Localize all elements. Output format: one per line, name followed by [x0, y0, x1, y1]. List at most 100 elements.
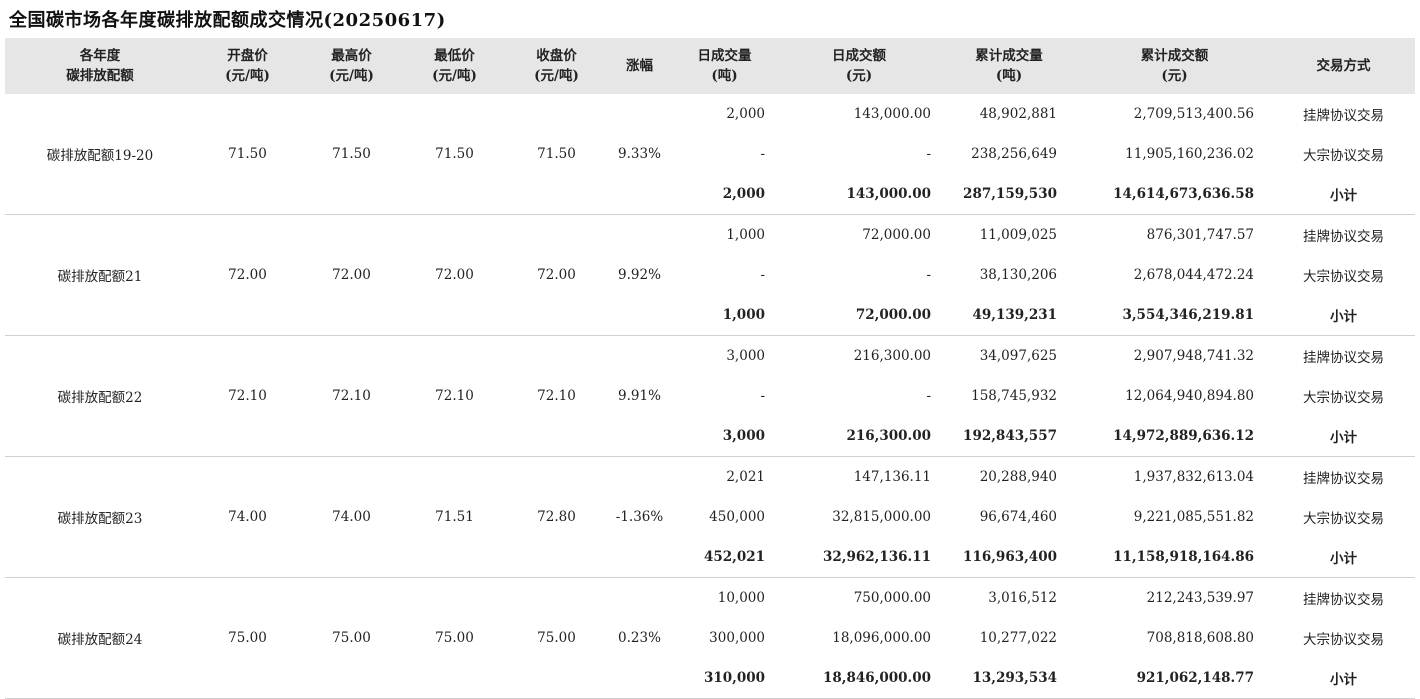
daily-amount-cell: 18,846,000.00 — [777, 658, 941, 699]
daily-volume-cell: 450,000 — [709, 509, 765, 525]
year-cell: 碳排放配额21 — [5, 214, 195, 336]
daily-volume-cell: - — [760, 388, 765, 404]
cumulative-volume-cell: 3,016,512 — [988, 590, 1057, 606]
cumulative-amount-cell: 876,301,747.57 — [1146, 227, 1254, 243]
header-open: 开盘价 (元/吨) — [195, 38, 300, 94]
cumulative-amount-cell: 11,905,160,236.02 — [1125, 146, 1254, 162]
cumulative-amount-cell: 1,937,832,613.04 — [1133, 469, 1254, 485]
cumulative-volume-cell: 38,130,206 — [979, 267, 1057, 283]
trade-method-cell: 小计 — [1272, 416, 1415, 457]
open-price-cell: 72.00 — [195, 214, 300, 336]
cumulative-volume-cell: 11,009,025 — [979, 227, 1057, 243]
header-trade-method: 交易方式 — [1272, 38, 1415, 94]
trade-method-cell: 小计 — [1272, 658, 1415, 699]
daily-volume-cell: - — [760, 146, 765, 162]
cumulative-volume-cell: 192,843,557 — [941, 416, 1077, 457]
header-cumulative-volume: 累计成交量 (吨) — [941, 38, 1077, 94]
cumulative-amount-cell: 2,678,044,472.24 — [1133, 267, 1254, 283]
daily-volume-cell: 300,000 — [709, 630, 765, 646]
cumulative-amount-cell: 2,709,513,400.56 — [1133, 106, 1254, 122]
cumulative-volume-cell: 34,097,625 — [979, 348, 1057, 364]
open-price-cell: 71.50 — [195, 94, 300, 215]
daily-amount-cell: 18,096,000.00 — [832, 630, 931, 646]
header-high: 最高价 (元/吨) — [300, 38, 403, 94]
cumulative-amount-cell: 14,972,889,636.12 — [1077, 416, 1272, 457]
table-row: 碳排放配额21 72.00 72.00 72.00 72.00 9.92% 1,000 72,… — [5, 214, 1415, 336]
table-row: - - 158,745,932 12,064,940,894.80 大宗协议交易 — [5, 376, 1415, 416]
high-price-cell: 72.00 — [300, 214, 403, 336]
daily-amount-cell: 32,962,136.11 — [777, 537, 941, 578]
cumulative-amount-cell: 212,243,539.97 — [1146, 590, 1254, 606]
cumulative-volume-cell: 10,277,022 — [979, 630, 1057, 646]
table-row: - - 238,256,649 11,905,160,236.02 大宗协议交易 — [5, 134, 1415, 174]
daily-volume-cell: 10,000 — [717, 590, 765, 606]
cumulative-amount-cell: 2,907,948,741.32 — [1133, 348, 1254, 364]
cumulative-volume-cell: 48,902,881 — [979, 106, 1057, 122]
change-cell: 9.92% — [607, 214, 672, 336]
table-row: 450,000 32,815,000.00 96,674,460 9,221,085,… — [5, 497, 1415, 537]
trade-method-cell: 大宗协议交易 — [1303, 269, 1384, 285]
high-price-cell: 74.00 — [300, 456, 403, 578]
cumulative-volume-cell: 158,745,932 — [971, 388, 1057, 404]
low-price-cell: 71.50 — [403, 94, 506, 215]
year-cell: 碳排放配额24 — [5, 577, 195, 699]
trade-method-cell: 小计 — [1272, 174, 1415, 215]
daily-amount-cell: 216,300.00 — [853, 348, 931, 364]
daily-volume-cell: 310,000 — [672, 658, 777, 699]
header-cumulative-amount: 累计成交额 (元) — [1077, 38, 1272, 94]
table-subtotal-row: 3,000 216,300.00 192,843,557 14,972,889,636… — [5, 416, 1415, 457]
low-price-cell: 71.51 — [403, 456, 506, 578]
table-row: 碳排放配额19-20 71.50 71.50 71.50 71.50 9.33% 2,000… — [5, 94, 1415, 215]
cumulative-volume-cell: 116,963,400 — [941, 537, 1077, 578]
cumulative-amount-cell: 921,062,148.77 — [1077, 658, 1272, 699]
daily-amount-cell: - — [926, 388, 931, 404]
carbon-trading-table: 各年度 碳排放配额 开盘价 (元/吨) 最高价 (元/吨) 最低价 (元/吨) 收盘价(… — [5, 38, 1415, 699]
header-low: 最低价 (元/吨) — [403, 38, 506, 94]
page-title: 全国碳市场各年度碳排放配额成交情况(20250617) — [9, 10, 446, 31]
daily-amount-cell: 143,000.00 — [777, 174, 941, 215]
cumulative-volume-cell: 13,293,534 — [941, 658, 1077, 699]
trade-method-cell: 挂牌协议交易 — [1303, 108, 1384, 124]
close-price-cell: 72.80 — [506, 456, 607, 578]
daily-amount-cell: 147,136.11 — [853, 469, 931, 485]
trade-method-cell: 大宗协议交易 — [1303, 632, 1384, 648]
header-daily-volume: 日成交量 (吨) — [672, 38, 777, 94]
low-price-cell: 72.00 — [403, 214, 506, 336]
cumulative-volume-cell: 238,256,649 — [971, 146, 1057, 162]
cumulative-volume-cell: 20,288,940 — [979, 469, 1057, 485]
close-price-cell: 72.10 — [506, 335, 607, 457]
daily-amount-cell: - — [926, 267, 931, 283]
cumulative-amount-cell: 9,221,085,551.82 — [1133, 509, 1254, 525]
daily-volume-cell: 3,000 — [726, 348, 765, 364]
cumulative-amount-cell: 14,614,673,636.58 — [1077, 174, 1272, 215]
trade-method-cell: 挂牌协议交易 — [1303, 350, 1384, 366]
trade-method-cell: 小计 — [1272, 295, 1415, 336]
change-cell: 9.91% — [607, 335, 672, 457]
daily-amount-cell: 143,000.00 — [853, 106, 931, 122]
year-cell: 碳排放配额23 — [5, 456, 195, 578]
change-cell: -1.36% — [607, 456, 672, 578]
high-price-cell: 75.00 — [300, 577, 403, 699]
open-price-cell: 74.00 — [195, 456, 300, 578]
daily-amount-cell: 216,300.00 — [777, 416, 941, 457]
daily-volume-cell: - — [760, 267, 765, 283]
low-price-cell: 75.00 — [403, 577, 506, 699]
open-price-cell: 75.00 — [195, 577, 300, 699]
cumulative-volume-cell: 287,159,530 — [941, 174, 1077, 215]
close-price-cell: 71.50 — [506, 94, 607, 215]
close-price-cell: 75.00 — [506, 577, 607, 699]
header-year: 各年度 碳排放配额 — [5, 38, 195, 94]
trade-method-cell: 挂牌协议交易 — [1303, 592, 1384, 608]
table-row: 碳排放配额22 72.10 72.10 72.10 72.10 9.91% 3,000 216… — [5, 335, 1415, 457]
daily-volume-cell: 2,021 — [726, 469, 765, 485]
low-price-cell: 72.10 — [403, 335, 506, 457]
daily-amount-cell: 72,000.00 — [862, 227, 931, 243]
open-price-cell: 72.10 — [195, 335, 300, 457]
table-subtotal-row: 1,000 72,000.00 49,139,231 3,554,346,219.81… — [5, 295, 1415, 336]
table-row: 300,000 18,096,000.00 10,277,022 708,818,60… — [5, 618, 1415, 658]
trade-method-cell: 挂牌协议交易 — [1303, 229, 1384, 245]
table-row: 碳排放配额23 74.00 74.00 71.51 72.80 -1.36% 2,021 14… — [5, 456, 1415, 578]
trade-method-cell: 大宗协议交易 — [1303, 390, 1384, 406]
header-change: 涨幅 — [607, 38, 672, 94]
cumulative-volume-cell: 49,139,231 — [941, 295, 1077, 336]
